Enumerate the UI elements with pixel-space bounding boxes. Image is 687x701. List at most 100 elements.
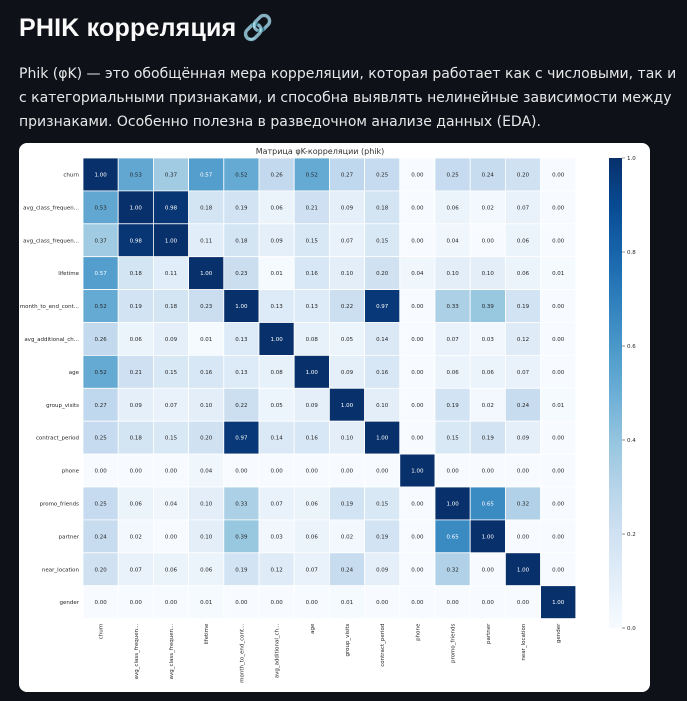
heatmap-cell-value: 0.19 [235,567,248,573]
heatmap-cell [328,552,365,587]
heatmap-cell-value: 0.18 [376,205,389,211]
heatmap-cell [152,322,189,356]
heatmap-cell-value: 0.00 [446,600,459,606]
heatmap-cell-value: 0.03 [270,534,283,540]
heatmap-cell-value: 0.00 [94,469,107,475]
heatmap-cell-value: 0.04 [200,469,213,475]
heatmap-cell [469,223,506,258]
heatmap-cell-value: 0.00 [552,304,565,310]
heatmap-cell-value: 0.24 [482,172,495,178]
heatmap-cell [293,387,330,422]
colorbar [609,158,622,628]
heatmap-cell-value: 0.97 [235,436,248,442]
heatmap-cell-value: 0.15 [376,501,389,507]
heatmap-cell-value: 1.00 [482,534,495,540]
colorbar-tick-label: 0.0 [627,626,636,632]
heatmap-cell [399,387,436,422]
heatmap-cell [469,519,506,554]
heatmap-cell [364,190,401,225]
heatmap-cell-value: 0.00 [482,567,495,573]
heatmap-cell [434,552,471,587]
row-tick-label: promo_friends [40,501,80,507]
heatmap-cell-value: 0.07 [517,370,530,376]
heatmap-cell-value: 1.00 [517,567,530,573]
column-tick-label: gender [556,623,562,643]
heatmap-cell [223,552,260,587]
heatmap-cell-value: 1.00 [341,403,354,409]
heatmap-cell [293,519,330,554]
heatmap-cell-value: 0.05 [341,337,354,343]
heatmap-cell-value: 0.00 [341,469,354,475]
heatmap-cell-value: 0.65 [446,534,459,540]
heatmap-cell [540,552,577,587]
heatmap-cell-value: 0.00 [552,238,565,244]
heatmap-cell [469,453,506,488]
description-paragraph: Phik (φK) — это обобщённая мера корреляц… [19,66,677,130]
heatmap-cell [434,585,471,620]
heatmap-cell [188,420,225,455]
heatmap-cell [223,354,260,389]
heatmap-cell-value: 0.25 [446,172,459,178]
heatmap-cell-value: 1.00 [552,600,565,606]
heatmap-cell-value: 0.01 [341,600,353,606]
heatmap-cell-value: 0.10 [200,501,213,507]
heatmap-cell [223,486,260,521]
heatmap-cell-value: 0.04 [165,501,178,507]
heatmap-cell-value: 0.00 [411,337,424,343]
heatmap-cell-value: 0.05 [270,403,283,409]
heatmap-cell [258,453,295,488]
heatmap-cell-value: 0.21 [130,370,142,376]
heatmap-cell-value: 0.98 [130,238,143,244]
heatmap-cell [364,322,401,356]
heatmap-cell-value: 0.23 [235,271,248,277]
heatmap-cell-value: 0.07 [517,205,530,211]
heatmap-cell-value: 1.00 [235,304,248,310]
heatmap-cell-value: 0.09 [376,567,389,573]
heatmap-cell-value: 0.15 [165,370,178,376]
heatmap-cells [82,157,577,620]
heatmap-cell [258,519,295,554]
heatmap-cell-value: 0.00 [235,469,248,475]
heatmap-cell-value: 0.00 [411,567,424,573]
heatmap-cell [328,585,365,620]
heatmap-cell-value: 0.06 [270,205,283,211]
column-labels: churn avg_class_frequen... avg_class_frequ… [99,623,563,683]
heatmap-cell-value: 0.00 [552,172,565,178]
heatmap-cell-value: 0.00 [411,370,424,376]
heatmap-cell-value: 0.10 [341,271,354,277]
heatmap-cell [364,223,401,258]
row-tick-label: churn [63,172,79,178]
heatmap-cell [364,256,401,290]
heatmap-cell-value: 0.15 [165,436,178,442]
heatmap-cell [328,289,365,323]
heatmap-cell-value: 0.06 [446,205,459,211]
heatmap-cell-value: 0.00 [411,501,424,507]
heatmap-cell-value: 0.00 [482,600,495,606]
heatmap-cell-value: 0.02 [482,403,494,409]
heatmap-cell-value: 0.18 [200,205,213,211]
heatmap-cell [504,322,541,356]
heatmap-cell [82,387,119,422]
heatmap-cell-value: 0.37 [165,172,178,178]
heatmap-cell-value: 0.06 [446,370,459,376]
heatmap-cell [293,585,330,620]
page-title: PHIK корреляция 🔗 [19,14,274,43]
heatmap-cell [82,256,119,290]
heatmap-cell-value: 0.32 [446,567,458,573]
heatmap-cell-value: 0.06 [130,501,143,507]
heatmap-cell [152,190,189,225]
column-tick-label: age [310,623,316,634]
heatmap-cell-value: 0.00 [411,403,424,409]
heatmap-cell [258,256,295,290]
heatmap-cell-value: 0.07 [306,567,319,573]
heatmap-cell [188,256,225,290]
link-icon[interactable]: 🔗 [242,14,274,42]
heatmap-cell [328,157,365,192]
heatmap-cell [434,354,471,389]
heatmap-cell [117,190,154,225]
heatmap-cell-value: 0.00 [165,534,178,540]
heatmap-cell [540,190,577,225]
heatmap-cell [258,420,295,455]
page-title-text: PHIK корреляция [19,14,237,42]
heatmap-cell-value: 0.00 [411,205,424,211]
